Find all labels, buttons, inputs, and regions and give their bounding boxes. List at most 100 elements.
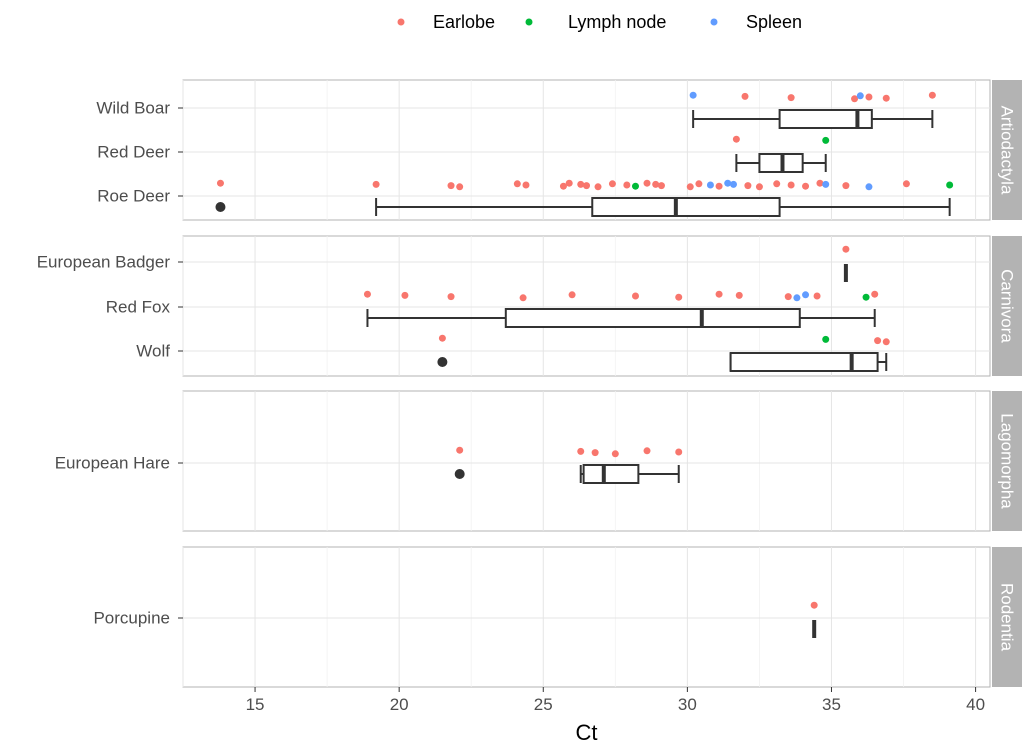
iqr-box	[729, 352, 879, 372]
iqr-box	[582, 464, 640, 484]
data-point-earlobe	[438, 334, 446, 342]
data-point-earlobe	[608, 180, 616, 188]
data-point-spleen	[822, 180, 830, 188]
jitter-points	[842, 245, 850, 253]
data-point-earlobe	[865, 93, 873, 101]
data-point-earlobe	[928, 91, 936, 99]
data-point-spleen	[856, 92, 864, 100]
x-axis: 15 20 25 30 35 40	[246, 687, 985, 714]
data-point-earlobe	[565, 179, 573, 187]
data-point-spleen	[802, 291, 810, 299]
data-point-earlobe	[652, 180, 660, 188]
facet-strip	[992, 547, 1022, 687]
data-point-earlobe	[447, 293, 455, 301]
data-point-earlobe	[773, 180, 781, 188]
category-wolf: Wolf	[136, 334, 890, 372]
data-point-earlobe	[842, 182, 850, 190]
data-point-earlobe	[559, 182, 567, 190]
data-point-earlobe	[611, 450, 619, 458]
facet-strip-label: Lagomorpha	[998, 413, 1017, 509]
data-point-earlobe	[686, 183, 694, 191]
data-point-spleen	[729, 180, 737, 188]
data-point-earlobe	[583, 182, 590, 190]
data-point-earlobe	[732, 135, 740, 143]
data-point-spleen	[793, 294, 801, 302]
data-point-earlobe	[871, 290, 879, 298]
jitter-points	[810, 601, 818, 609]
legend: Earlobe Lymph node Spleen	[397, 12, 802, 32]
data-point-earlobe	[372, 180, 380, 188]
data-point-earlobe	[522, 181, 530, 189]
data-point-earlobe	[519, 294, 527, 302]
y-tick-label: Red Fox	[106, 298, 171, 317]
data-point-earlobe	[784, 293, 792, 301]
legend-label-spleen: Spleen	[746, 12, 802, 32]
data-point-earlobe	[401, 291, 409, 299]
x-tick-label: 25	[534, 695, 553, 714]
data-point-earlobe	[874, 337, 882, 345]
outlier-point	[437, 357, 448, 367]
category-porcupine: Porcupine	[93, 601, 818, 638]
y-tick-label: Roe Deer	[97, 187, 170, 206]
panel-background	[182, 79, 991, 221]
data-point-earlobe	[456, 446, 464, 454]
data-point-earlobe	[623, 181, 631, 189]
data-point-earlobe	[657, 182, 665, 190]
data-point-earlobe	[363, 290, 371, 298]
category-roe-deer: Roe Deer	[97, 179, 954, 217]
x-tick-label: 20	[390, 695, 409, 714]
legend-label-lymph-node: Lymph node	[568, 12, 666, 32]
facet-strip	[992, 80, 1022, 220]
y-tick-label: Red Deer	[97, 143, 170, 162]
y-tick-label: European Badger	[37, 253, 171, 272]
y-tick-label: Wolf	[136, 342, 170, 361]
data-point-earlobe	[675, 293, 683, 301]
boxplot	[215, 197, 951, 217]
facet-rodentia: Rodentia Porcupine	[93, 546, 1022, 688]
facet-lagomorpha: Lagomorpha European Hare	[55, 390, 1022, 532]
jitter-points	[438, 334, 890, 346]
data-point-earlobe	[591, 449, 599, 457]
legend-label-earlobe: Earlobe	[433, 12, 495, 32]
data-point-earlobe	[735, 291, 743, 299]
data-point-earlobe	[902, 180, 910, 188]
panel-grid	[182, 236, 990, 376]
data-point-lymph-node	[822, 335, 830, 343]
data-point-earlobe	[695, 180, 703, 188]
data-point-lymph-node	[862, 293, 870, 301]
data-point-earlobe	[787, 181, 795, 189]
x-axis-title: Ct	[576, 720, 598, 745]
jitter-points	[363, 290, 879, 302]
data-point-earlobe	[816, 179, 824, 187]
data-point-spleen	[865, 183, 873, 191]
jitter-points	[216, 179, 954, 191]
facet-strip	[992, 236, 1022, 376]
facet-strip-label: Carnivora	[998, 269, 1017, 343]
panel-grid	[182, 391, 990, 531]
facet-artiodactyla: Artiodactyla Wild Boar Red Deer Roe Deer	[96, 79, 1022, 221]
data-point-earlobe	[456, 183, 464, 191]
facet-panels: Artiodactyla Wild Boar Red Deer Roe Deer Car…	[37, 79, 1022, 688]
boxplot	[437, 352, 888, 372]
data-point-earlobe	[882, 338, 890, 346]
data-point-earlobe	[643, 179, 651, 187]
data-point-earlobe	[813, 292, 821, 300]
data-point-earlobe	[851, 95, 859, 103]
data-point-earlobe	[741, 92, 749, 100]
boxplot	[454, 464, 680, 484]
data-point-earlobe	[675, 448, 683, 456]
data-point-earlobe	[810, 601, 818, 609]
data-point-earlobe	[631, 292, 639, 300]
facet-strip	[992, 391, 1022, 531]
category-european-badger: European Badger	[37, 245, 850, 282]
data-point-lymph-node	[631, 182, 639, 190]
facet-strip-label: Artiodactyla	[998, 106, 1017, 195]
facet-carnivora: Carnivora European Badger Red Fox Wolf	[37, 235, 1022, 377]
data-point-earlobe	[802, 182, 810, 190]
data-point-spleen	[706, 181, 714, 189]
data-point-earlobe	[568, 291, 576, 299]
data-point-earlobe	[744, 182, 752, 190]
iqr-box	[591, 197, 781, 217]
data-point-earlobe	[842, 245, 850, 253]
category-red-fox: Red Fox	[106, 290, 879, 328]
